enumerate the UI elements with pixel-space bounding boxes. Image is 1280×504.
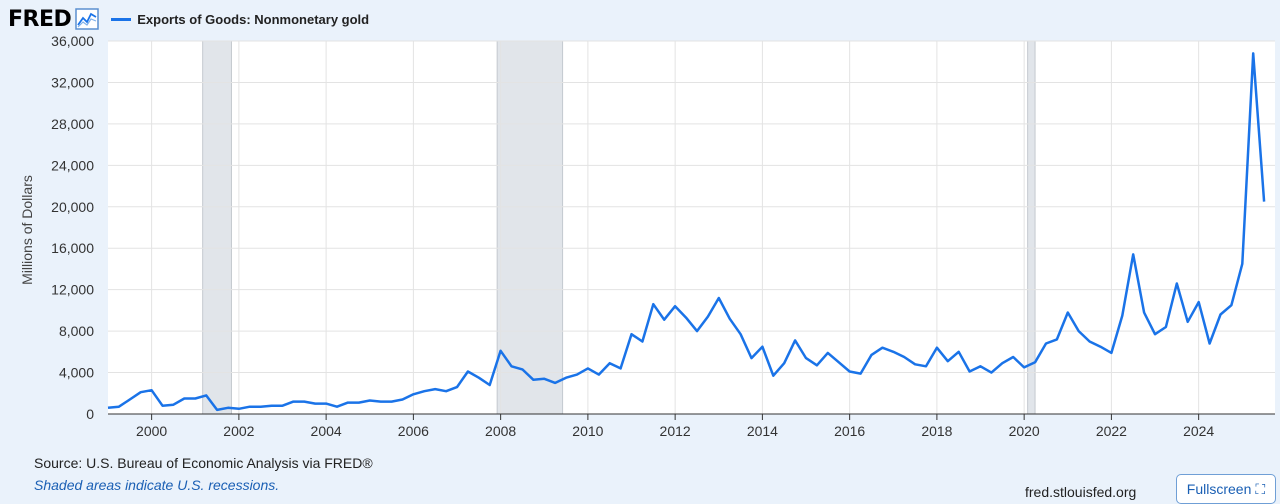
y-tick-label: 28,000	[51, 116, 94, 132]
x-tick-label: 2008	[485, 423, 516, 439]
y-tick-label: 20,000	[51, 199, 94, 215]
recession-band	[202, 40, 232, 415]
x-tick-label: 2014	[747, 423, 778, 439]
y-axis-ticks: 0 4,000 8,000 12,000 16,000 20,000 24,000 28,00…	[51, 33, 94, 422]
legend-swatch	[111, 17, 132, 21]
y-tick-label: 16,000	[51, 240, 94, 256]
x-tick-label: 2012	[660, 423, 691, 439]
series-line[interactable]	[107, 52, 1266, 412]
y-tick-label: 4,000	[59, 365, 94, 381]
trend-graph-icon	[75, 8, 100, 30]
y-tick-label: 8,000	[59, 323, 94, 339]
chart-legend[interactable]: Exports of Goods: Nonmonetary gold	[111, 12, 369, 27]
y-tick-label: 0	[86, 406, 94, 422]
gridlines	[108, 40, 1275, 414]
x-tick-label: 2024	[1183, 423, 1214, 439]
fred-logo-text: FRED	[8, 6, 72, 32]
series-layer	[107, 52, 1266, 412]
x-tick-label: 2016	[834, 423, 865, 439]
y-tick-label: 32,000	[51, 74, 94, 90]
x-tick-label: 2020	[1009, 423, 1040, 439]
y-tick-label: 24,000	[51, 157, 94, 173]
y-axis-label: Millions of Dollars	[19, 175, 35, 285]
y-tick-label: 12,000	[51, 282, 94, 298]
legend-label: Exports of Goods: Nonmonetary gold	[137, 11, 370, 27]
expand-icon: ⛶	[1255, 480, 1266, 497]
y-tick-label: 36,000	[51, 33, 94, 49]
source-text: Source: U.S. Bureau of Economic Analysis…	[34, 455, 373, 471]
x-axis-ticks: 2000 2002 2004 2006 2008 2010 2012 2014 2016 2018…	[136, 414, 1214, 439]
site-url[interactable]: fred.stlouisfed.org	[1025, 484, 1137, 500]
fullscreen-label: Fullscreen	[1186, 481, 1252, 497]
recession-note: Shaded areas indicate U.S. recessions.	[34, 477, 280, 493]
recession-band	[496, 40, 564, 415]
plot-area	[108, 41, 1275, 414]
x-tick-label: 2002	[223, 423, 254, 439]
x-tick-label: 2000	[136, 423, 167, 439]
x-tick-label: 2018	[921, 423, 952, 439]
x-tick-label: 2004	[311, 423, 342, 439]
fullscreen-button[interactable]: Fullscreen ⛶	[1176, 474, 1276, 504]
recession-band	[1027, 40, 1036, 415]
x-tick-label: 2022	[1096, 423, 1127, 439]
x-tick-label: 2006	[398, 423, 429, 439]
fred-logo[interactable]: FRED	[8, 6, 100, 32]
line-chart[interactable]: 0 4,000 8,000 12,000 16,000 20,000 24,000 28,00…	[0, 0, 1280, 450]
chart-header: FRED Exports of Goods: Nonmonetary gold	[8, 4, 369, 34]
x-tick-label: 2010	[572, 423, 603, 439]
